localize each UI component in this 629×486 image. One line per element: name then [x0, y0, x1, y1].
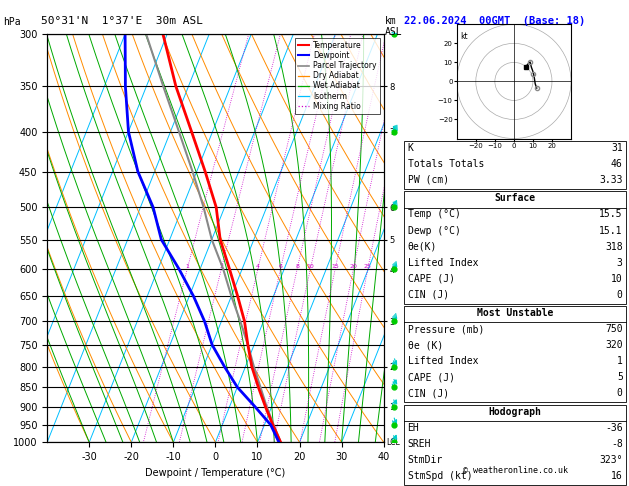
Text: 10: 10 [306, 264, 314, 269]
Text: 3.33: 3.33 [599, 175, 623, 185]
Text: 4: 4 [256, 264, 260, 269]
Text: Surface: Surface [494, 193, 536, 204]
Legend: Temperature, Dewpoint, Parcel Trajectory, Dry Adiabat, Wet Adiabat, Isotherm, Mi: Temperature, Dewpoint, Parcel Trajectory… [295, 38, 380, 114]
Text: Lifted Index: Lifted Index [408, 356, 478, 366]
Text: 15.1: 15.1 [599, 226, 623, 236]
Text: 750: 750 [605, 324, 623, 334]
Text: 1: 1 [617, 356, 623, 366]
Text: -8: -8 [611, 439, 623, 449]
Text: 3: 3 [617, 258, 623, 268]
Text: Hodograph: Hodograph [489, 407, 542, 417]
Text: 6: 6 [279, 264, 282, 269]
Text: K: K [408, 143, 413, 153]
Text: -36: -36 [605, 423, 623, 433]
Text: 20: 20 [350, 264, 357, 269]
Text: ASL: ASL [385, 27, 403, 37]
Text: Pressure (mb): Pressure (mb) [408, 324, 484, 334]
Text: SREH: SREH [408, 439, 431, 449]
Text: 25: 25 [364, 264, 372, 269]
Text: km: km [385, 16, 397, 26]
Text: 46: 46 [611, 159, 623, 169]
Text: 10: 10 [611, 274, 623, 284]
Text: Dewp (°C): Dewp (°C) [408, 226, 460, 236]
Text: 1: 1 [186, 264, 189, 269]
Text: CAPE (J): CAPE (J) [408, 274, 455, 284]
Text: 318: 318 [605, 242, 623, 252]
Text: StmDir: StmDir [408, 455, 443, 465]
Text: 5: 5 [617, 372, 623, 382]
Text: 320: 320 [605, 340, 623, 350]
Text: 0: 0 [617, 290, 623, 300]
Text: 2: 2 [220, 264, 223, 269]
Text: kt: kt [460, 32, 468, 41]
Text: © weatheronline.co.uk: © weatheronline.co.uk [463, 466, 567, 475]
Text: CIN (J): CIN (J) [408, 388, 448, 399]
Text: Lifted Index: Lifted Index [408, 258, 478, 268]
Text: StmSpd (kt): StmSpd (kt) [408, 471, 472, 481]
Text: CIN (J): CIN (J) [408, 290, 448, 300]
Text: hPa: hPa [3, 17, 21, 27]
Text: 8: 8 [295, 264, 299, 269]
Text: 50°31'N  1°37'E  30m ASL: 50°31'N 1°37'E 30m ASL [41, 16, 203, 26]
Text: 0: 0 [617, 388, 623, 399]
Text: Most Unstable: Most Unstable [477, 308, 554, 318]
X-axis label: Dewpoint / Temperature (°C): Dewpoint / Temperature (°C) [145, 468, 286, 478]
Text: 15: 15 [331, 264, 339, 269]
Text: 323°: 323° [599, 455, 623, 465]
Text: 22.06.2024  00GMT  (Base: 18): 22.06.2024 00GMT (Base: 18) [404, 16, 586, 26]
Text: CAPE (J): CAPE (J) [408, 372, 455, 382]
Text: 15.5: 15.5 [599, 209, 623, 220]
Text: θe (K): θe (K) [408, 340, 443, 350]
Text: 16: 16 [611, 471, 623, 481]
Text: EH: EH [408, 423, 420, 433]
Text: 31: 31 [611, 143, 623, 153]
Text: θe(K): θe(K) [408, 242, 437, 252]
Text: LCL: LCL [386, 438, 399, 447]
Text: PW (cm): PW (cm) [408, 175, 448, 185]
Text: Temp (°C): Temp (°C) [408, 209, 460, 220]
Text: Totals Totals: Totals Totals [408, 159, 484, 169]
